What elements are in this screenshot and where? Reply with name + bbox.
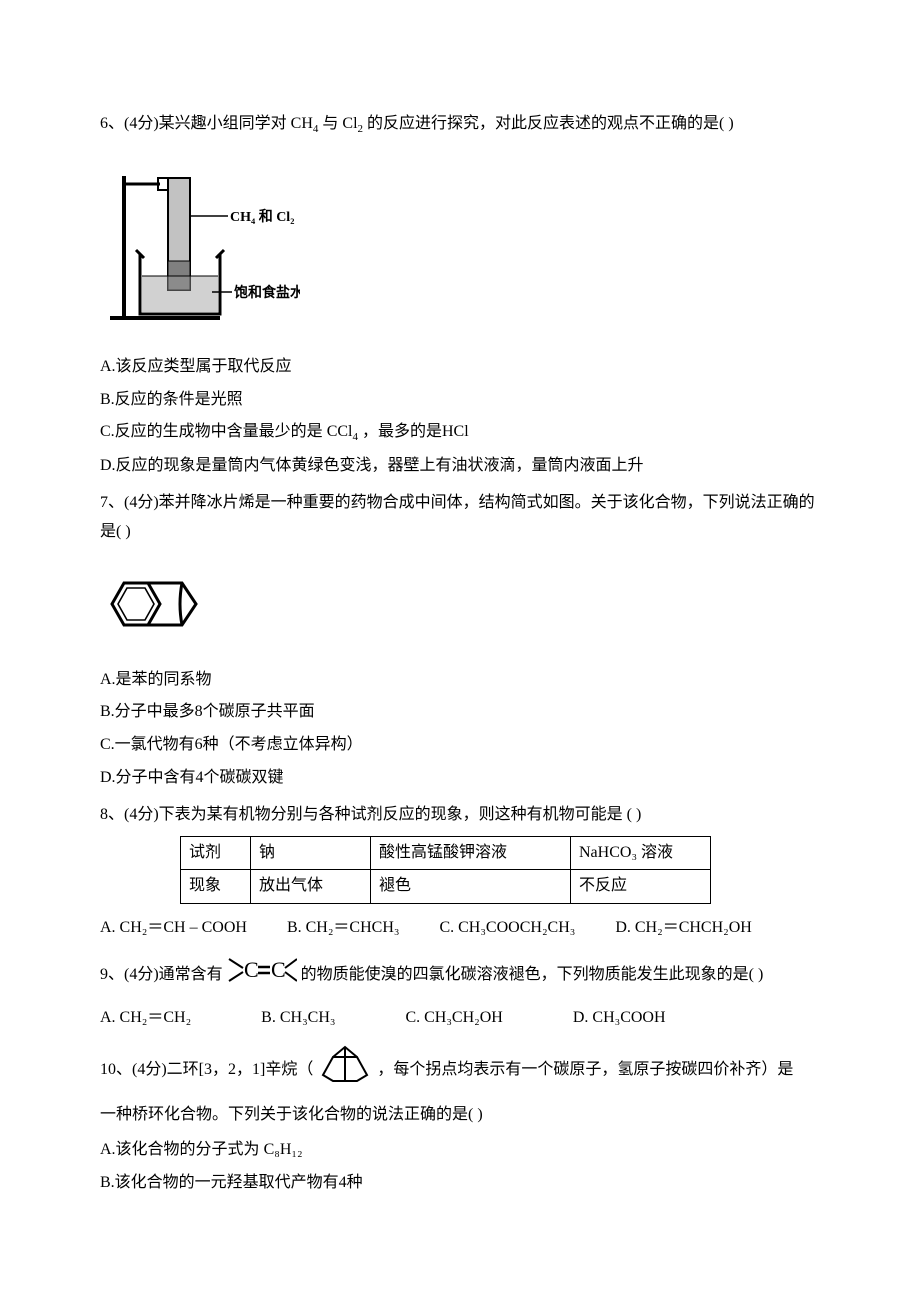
tbl-r1c2: 钠 (251, 836, 371, 870)
q9-opt-c: C. CH₃CH₂OH (405, 1004, 502, 1033)
q7-opt-b: B.分子中最多8个碳原子共平面 (100, 698, 820, 727)
svg-text:C: C (244, 957, 259, 982)
q8-table: 试剂 钠 酸性高锰酸钾溶液 NaHCO₃ 溶液 现象 放出气体 褪色 不反应 (180, 836, 711, 905)
q7-opt-c: C.一氯代物有6种（不考虑立体异构） (100, 731, 820, 760)
q8-opt-d: D. CH₂＝CHCH₂OH (615, 914, 752, 943)
question-6: 6、(4分)某兴趣小组同学对 CH4 与 Cl2 的反应进行探究，对此反应表述的… (100, 110, 820, 481)
q9-stem: 9、(4分)通常含有 C C 的物质能使溴的四氯化碳溶液褪色，下列物质能发生此现… (100, 955, 820, 996)
question-9: 9、(4分)通常含有 C C 的物质能使溴的四氯化碳溶液褪色，下列物质能发生此现… (100, 955, 820, 1033)
q6-stem-b: 与 (322, 115, 338, 132)
question-8: 8、(4分)下表为某有机物分别与各种试剂反应的现象，则这种有机物可能是 ( ) … (100, 801, 820, 943)
q7-molecule-diagram (100, 569, 210, 650)
q8-opt-a: A. CH₂＝CH – COOH (100, 914, 247, 943)
diagram-label2: 饱和食盐水 (234, 284, 300, 301)
q9-opt-b: B. CH₃CH₃ (261, 1004, 335, 1033)
experiment-diagram: CH₄ 和 Cl₂ 饱和食盐水 (100, 166, 300, 337)
tbl-r2c1: 现象 (181, 870, 251, 904)
q6-opt-c: C.反应的生成物中含量最少的是 CCl4 ，最多的是HCl (100, 418, 820, 448)
bicyclo-octane-icon (317, 1045, 373, 1096)
q10-opt-b: B.该化合物的一元羟基取代产物有4种 (100, 1169, 820, 1198)
q10-stem: 10、(4分)二环[3，2，1]辛烷（ ，每个拐点均表示有一个碳原子，氢原子按碳… (100, 1045, 820, 1096)
tbl-r1c4: NaHCO₃ 溶液 (571, 836, 711, 870)
q8-opt-c: C. CH₃COOCH₂CH₃ (439, 914, 575, 943)
cc-double-bond-icon: C C (227, 955, 297, 996)
q6-stem-a: 6、(4分)某兴趣小组同学对 (100, 115, 287, 132)
q6-cl2: Cl2 (342, 115, 363, 132)
tbl-r2c2: 放出气体 (251, 870, 371, 904)
q7-opt-d: D.分子中含有4个碳碳双键 (100, 764, 820, 793)
question-7: 7、(4分)苯并降冰片烯是一种重要的药物合成中间体，结构简式如图。关于该化合物，… (100, 489, 820, 793)
svg-text:C: C (271, 957, 286, 982)
q6-opt-b: B.反应的条件是光照 (100, 386, 820, 415)
q7-opt-a: A.是苯的同系物 (100, 666, 820, 695)
diagram-label1: CH₄ 和 Cl₂ (230, 209, 294, 225)
question-10: 10、(4分)二环[3，2，1]辛烷（ ，每个拐点均表示有一个碳原子，氢原子按碳… (100, 1045, 820, 1198)
q6-stem-c: 的反应进行探究，对此反应表述的观点不正确的是( ) (367, 115, 734, 132)
tbl-r2c3: 褪色 (371, 870, 571, 904)
tbl-r1c1: 试剂 (181, 836, 251, 870)
q6-stem: 6、(4分)某兴趣小组同学对 CH4 与 Cl2 的反应进行探究，对此反应表述的… (100, 110, 820, 140)
q7-stem: 7、(4分)苯并降冰片烯是一种重要的药物合成中间体，结构简式如图。关于该化合物，… (100, 489, 820, 547)
q6-ch4: CH4 (291, 115, 319, 132)
tbl-r1c3: 酸性高锰酸钾溶液 (371, 836, 571, 870)
q10-stem-cont: 一种桥环化合物。下列关于该化合物的说法正确的是( ) (100, 1101, 820, 1130)
q8-options: A. CH₂＝CH – COOH B. CH₂＝CHCH₃ C. CH₃COOC… (100, 914, 820, 943)
q10-opt-a: A.该化合物的分子式为 C₈H₁₂ (100, 1136, 820, 1165)
q6-opt-d: D.反应的现象是量筒内气体黄绿色变浅，器壁上有油状液滴，量筒内液面上升 (100, 452, 820, 481)
tbl-r2c4: 不反应 (571, 870, 711, 904)
q8-stem: 8、(4分)下表为某有机物分别与各种试剂反应的现象，则这种有机物可能是 ( ) (100, 801, 820, 830)
q9-options: A. CH₂＝CH₂ B. CH₃CH₃ C. CH₃CH₂OH D. CH₃C… (100, 1004, 820, 1033)
q9-opt-a: A. CH₂＝CH₂ (100, 1004, 191, 1033)
q9-opt-d: D. CH₃COOH (573, 1004, 666, 1033)
q8-opt-b: B. CH₂＝CHCH₃ (287, 914, 400, 943)
q6-opt-a: A.该反应类型属于取代反应 (100, 353, 820, 382)
